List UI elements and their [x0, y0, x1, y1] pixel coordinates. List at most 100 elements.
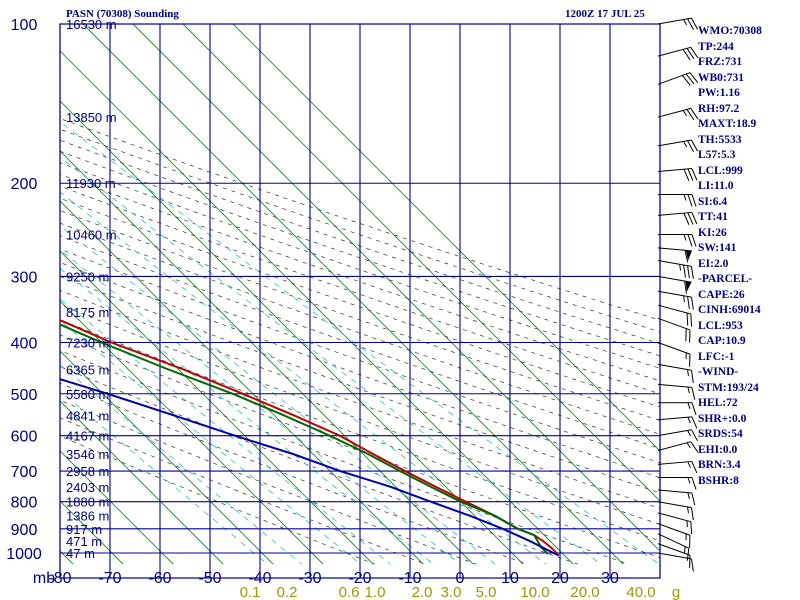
- pressure-tick-label: 400: [11, 335, 38, 352]
- wind-barb: [657, 501, 694, 521]
- sounding-profiles: [60, 319, 560, 557]
- isotherm-line: [60, 350, 274, 565]
- wind-barb: [657, 211, 698, 225]
- wind-barb: [657, 512, 693, 535]
- height-label: 13850 m: [66, 110, 117, 125]
- wind-barb: [657, 429, 698, 442]
- wind-barb: [657, 342, 691, 367]
- stat-item: KI:26: [698, 226, 727, 239]
- height-label: 1880 m: [66, 495, 109, 510]
- wind-barb: [657, 275, 692, 294]
- height-label: 10460 m: [66, 228, 117, 243]
- pressure-unit-label: mb: [33, 570, 55, 587]
- stat-item: CINH:69014: [698, 304, 761, 316]
- stat-item: CAP:10.9: [698, 335, 746, 347]
- mixing-ratio-label: 2.0: [412, 584, 433, 600]
- mixing-ratio-label: 3.0: [441, 584, 462, 600]
- dry-adiabat-line: [60, 139, 660, 345]
- station-title: PASN (70308) Sounding: [66, 8, 179, 20]
- dry-adiabat-line: [60, 173, 660, 382]
- isotherm-line: [182, 24, 660, 502]
- parcel-profile-line: [60, 378, 560, 557]
- stat-item: LCL:953: [698, 319, 743, 332]
- sounding-indices: WMO:70308 TP:244 FRZ:731 WB0:731 PW:1.16 RH:9…: [698, 24, 762, 489]
- wind-barb: [657, 489, 696, 506]
- stat-item: TH:5533: [698, 133, 742, 146]
- wind-barb: [657, 363, 694, 383]
- temperature-tick-label: -60: [148, 570, 171, 587]
- wind-barb: [657, 168, 698, 182]
- wind-barb: [658, 477, 697, 490]
- isotherm-line: [60, 50, 574, 565]
- wind-barb: [657, 17, 698, 31]
- height-labels: 16530 m 13850 m 11930 m 10460 m 9250 m 8175 m…: [66, 17, 117, 561]
- stat-item: CAPE:26: [698, 288, 745, 301]
- isotherm-line: [0, 24, 23, 564]
- stat-item: SI:6.4: [698, 195, 728, 208]
- temperature-tick-label: -80: [48, 570, 71, 587]
- wind-barbs: [657, 17, 699, 572]
- plot-frame: [59, 23, 661, 579]
- isotherm-line: [82, 24, 624, 565]
- stat-item: BSHR:8: [698, 474, 739, 487]
- stat-item: TP:244: [698, 40, 734, 53]
- stat-item: LI:11.0: [698, 180, 734, 192]
- height-label: 5580 m: [66, 387, 109, 402]
- height-label: 2403 m: [66, 480, 109, 495]
- height-label: 16530 m: [66, 17, 117, 32]
- dry-adiabat-lines: [60, 118, 660, 565]
- dry-adiabat-line: [60, 128, 660, 333]
- wind-barb: [657, 383, 696, 400]
- isotherm-line: [132, 24, 660, 552]
- pressure-axis: 100 200 300 400 500 600 700 800 900 1000 mb: [6, 17, 55, 587]
- wind-barb: [657, 416, 698, 429]
- height-label: 7230 m: [66, 335, 109, 350]
- dry-adiabat-line: [60, 150, 660, 357]
- height-label: 11930 m: [66, 176, 116, 191]
- dry-adiabat-line: [60, 350, 629, 565]
- wind-barb: [658, 402, 697, 415]
- stat-item: LFC:-1: [698, 350, 735, 363]
- dry-adiabat-line: [60, 185, 660, 395]
- stat-item: LCL:999: [698, 164, 743, 177]
- stat-item: EI:2.0: [698, 257, 729, 270]
- pressure-tick-label: 1000: [6, 546, 42, 563]
- dry-adiabat-line: [60, 118, 660, 321]
- temperature-tick-label: 0: [456, 570, 465, 587]
- stat-item: -PARCEL-: [698, 273, 753, 285]
- dry-adiabat-line: [60, 304, 660, 525]
- temperature-tick-label: 30: [601, 570, 619, 587]
- wind-barb: [657, 304, 693, 327]
- pressure-tick-label: 500: [11, 387, 38, 404]
- height-label: 47 m: [66, 546, 95, 561]
- dry-adiabat-line: [60, 248, 660, 464]
- stat-item: HEL:72: [698, 397, 738, 409]
- isotherm-line: [60, 550, 74, 565]
- dry-adiabat-line: [60, 162, 660, 369]
- wind-barb: [658, 234, 697, 247]
- mixing-ratio-label: 0.1: [240, 584, 261, 600]
- isotherm-line: [60, 450, 174, 565]
- wind-barb: [657, 46, 699, 61]
- mixing-ratio-label: 40.0: [626, 584, 655, 600]
- stat-item: PW:1.16: [698, 87, 740, 99]
- height-label: 3546 m: [66, 447, 109, 462]
- isotherm-line: [60, 400, 224, 565]
- pressure-tick-label: 900: [11, 522, 38, 539]
- temperature-tick-label: -30: [298, 570, 321, 587]
- dry-adiabat-line: [60, 435, 376, 565]
- dry-adiabat-line: [60, 222, 660, 435]
- isotherm-line: [60, 100, 524, 565]
- height-label: 9250 m: [66, 269, 109, 284]
- mixing-ratio-line: [60, 390, 268, 565]
- stat-item: BRN:3.4: [698, 459, 741, 471]
- mixing-ratio-line: [60, 298, 391, 565]
- mixing-ratio-label: 10.0: [520, 584, 549, 600]
- wind-barb: [657, 260, 694, 279]
- mixing-ratio-label: 20.0: [570, 584, 599, 600]
- stat-item: SHR+:0.0: [698, 412, 747, 425]
- isotherm-line: [60, 250, 374, 565]
- height-label: 4841 m: [66, 409, 109, 424]
- pressure-tick-label: 100: [11, 17, 38, 34]
